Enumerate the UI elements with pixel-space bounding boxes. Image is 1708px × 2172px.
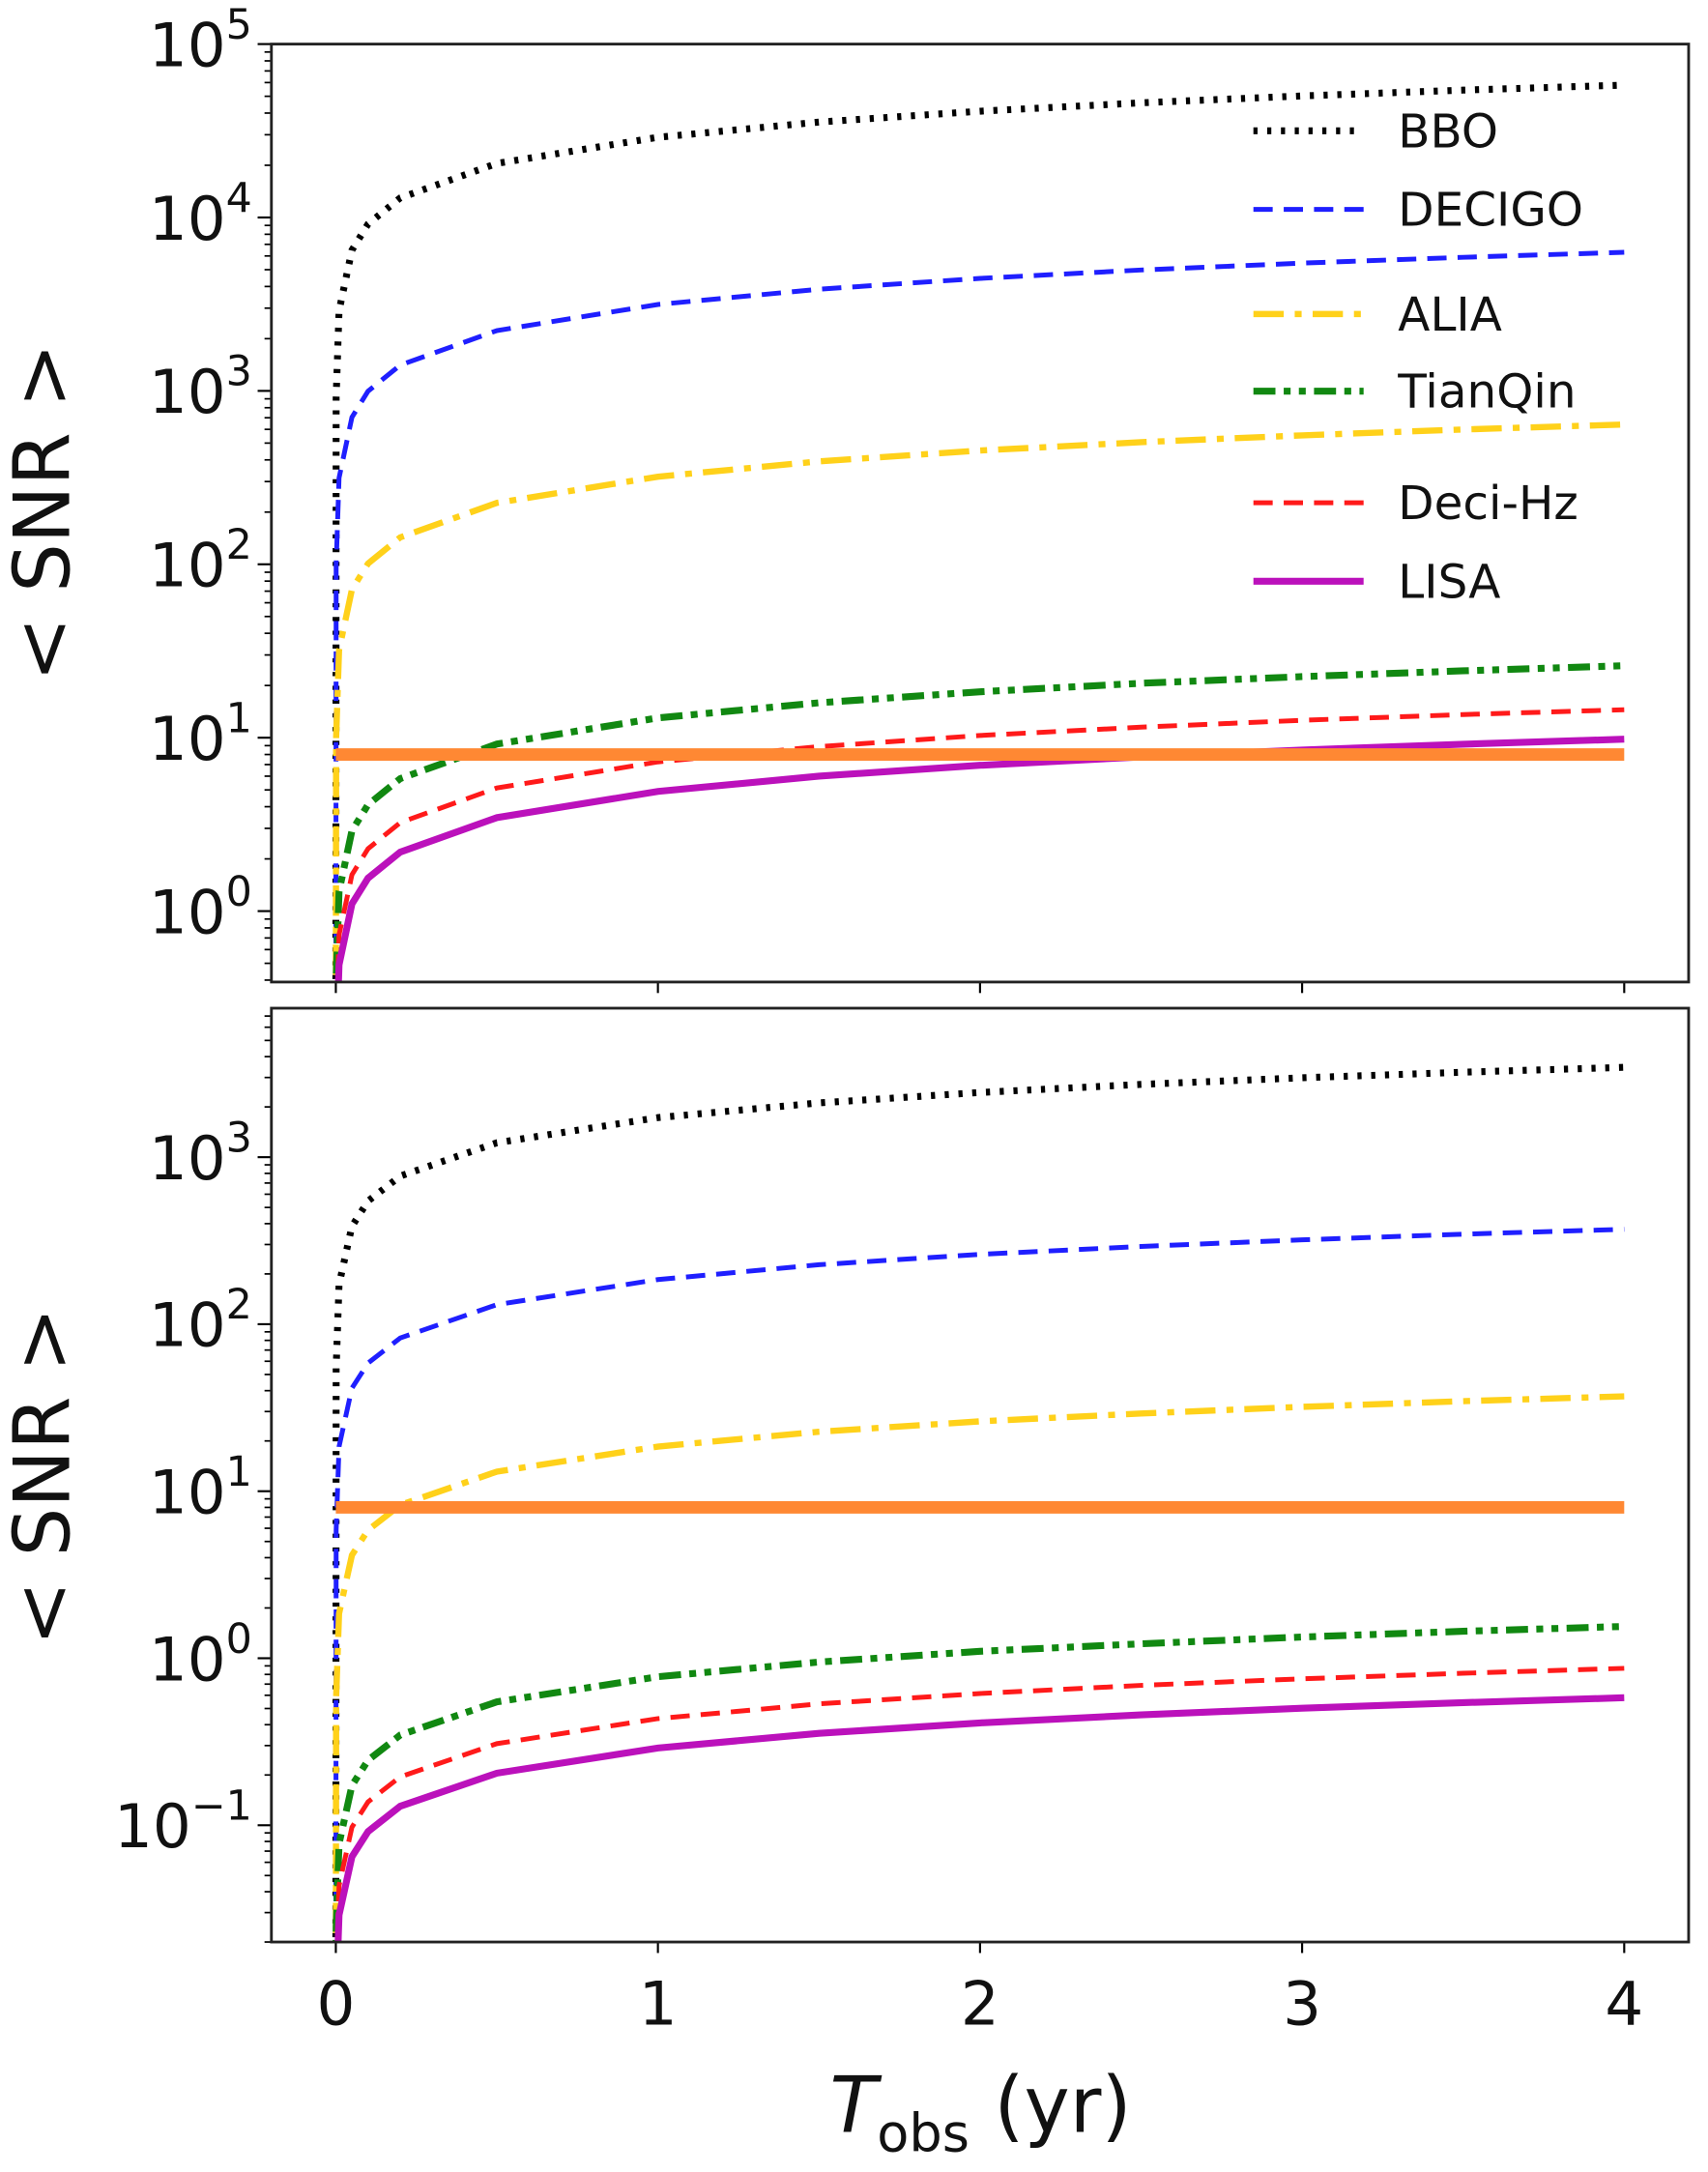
plot-area <box>332 81 1625 982</box>
y-tick-base: 10 <box>149 184 226 254</box>
y-tick-label: 102 <box>149 1281 252 1360</box>
axes-frame <box>270 1006 1691 1944</box>
y-tick-base: 10 <box>149 1624 226 1694</box>
plot-area <box>332 1063 1625 1943</box>
top-y-axis-label: < SNR > <box>0 343 87 681</box>
x-axis-label: Tobs (yr) <box>830 2061 1132 2164</box>
y-tick-base: 10 <box>149 877 226 947</box>
legend-label: ALIA <box>1398 288 1502 342</box>
series-line-decigo <box>333 1227 1625 1943</box>
y-tick-base: 10 <box>149 531 226 601</box>
y-tick-exponent: 2 <box>226 1281 252 1329</box>
y-tick-label: 10−1 <box>114 1782 252 1862</box>
legend-item-decigo: DECIGO <box>1253 184 1583 238</box>
y-tick-base: 10 <box>114 1791 191 1862</box>
top-panel: 100101102103104105BBODECIGOALIATianQinDe… <box>149 1 1691 994</box>
x-tick-label: 1 <box>639 1969 678 2040</box>
legend-label: LISA <box>1398 555 1500 609</box>
y-tick-base: 10 <box>149 1458 226 1528</box>
y-tick-base: 10 <box>149 357 226 427</box>
series-line-deci-hz <box>334 1665 1625 1943</box>
x-tick-label: 2 <box>961 1969 999 2040</box>
y-tick-label: 104 <box>149 174 252 253</box>
x-axis-label-sub: obs <box>877 2103 970 2164</box>
legend: BBO DECIGO ALIA TianQin Deci-Hz LISA <box>1253 104 1583 609</box>
y-tick-base: 10 <box>149 1290 226 1361</box>
y-tick-exponent: 3 <box>226 1114 252 1162</box>
y-tick-exponent: 2 <box>226 521 252 569</box>
legend-item-alia: ALIA <box>1253 288 1502 342</box>
legend-label: DECIGO <box>1398 184 1583 238</box>
y-tick-exponent: 5 <box>226 1 252 49</box>
series-line-lisa <box>334 736 1625 982</box>
x-tick-label: 4 <box>1605 1969 1643 2040</box>
y-tick-base: 10 <box>149 704 226 774</box>
y-tick-label: 100 <box>149 1615 252 1694</box>
series-line-lisa <box>334 1694 1625 1943</box>
y-tick-exponent: 1 <box>226 1448 252 1496</box>
y-tick-exponent: 4 <box>226 174 252 222</box>
y-tick-exponent: 3 <box>226 348 252 396</box>
y-tick-base: 10 <box>149 1123 226 1194</box>
series-line-bbo <box>332 1063 1625 1943</box>
legend-label: TianQin <box>1397 365 1576 420</box>
y-tick-label: 103 <box>149 1114 252 1193</box>
x-axis-label-unit: (yr) <box>970 2061 1132 2151</box>
y-tick-exponent: −1 <box>191 1782 252 1831</box>
series-line-tianqin <box>333 1623 1625 1943</box>
legend-item-bbo: BBO <box>1253 104 1498 159</box>
y-tick-label: 101 <box>149 1448 252 1527</box>
y-tick-label: 105 <box>149 1 252 80</box>
series-line-tianqin <box>333 662 1625 982</box>
bottom-y-axis-label: < SNR > <box>0 1307 87 1645</box>
y-tick-label: 103 <box>149 348 252 427</box>
y-tick-exponent: 0 <box>226 868 252 916</box>
legend-item-tianqin: TianQin <box>1253 365 1577 420</box>
y-tick-exponent: 1 <box>226 694 252 742</box>
legend-label: Deci-Hz <box>1398 477 1578 531</box>
x-tick-label: 0 <box>316 1969 355 2040</box>
y-tick-label: 100 <box>149 868 252 947</box>
y-tick-label: 101 <box>149 694 252 773</box>
axes-frame <box>270 43 1691 984</box>
series-line-bbo <box>332 81 1625 982</box>
legend-item-lisa: LISA <box>1253 555 1500 609</box>
y-tick-exponent: 0 <box>226 1615 252 1664</box>
y-tick-base: 10 <box>149 10 226 80</box>
series-line-deci-hz <box>334 707 1625 982</box>
x-tick-label: 3 <box>1283 1969 1321 2040</box>
legend-item-deci-hz: Deci-Hz <box>1253 477 1578 531</box>
y-tick-label: 102 <box>149 521 252 600</box>
series-line-alia <box>333 1393 1625 1943</box>
x-axis-label-main: T <box>830 2061 883 2151</box>
legend-label: BBO <box>1398 104 1498 159</box>
